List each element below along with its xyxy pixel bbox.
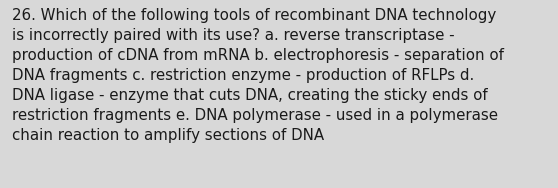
Text: 26. Which of the following tools of recombinant DNA technology
is incorrectly pa: 26. Which of the following tools of reco… (12, 8, 504, 143)
